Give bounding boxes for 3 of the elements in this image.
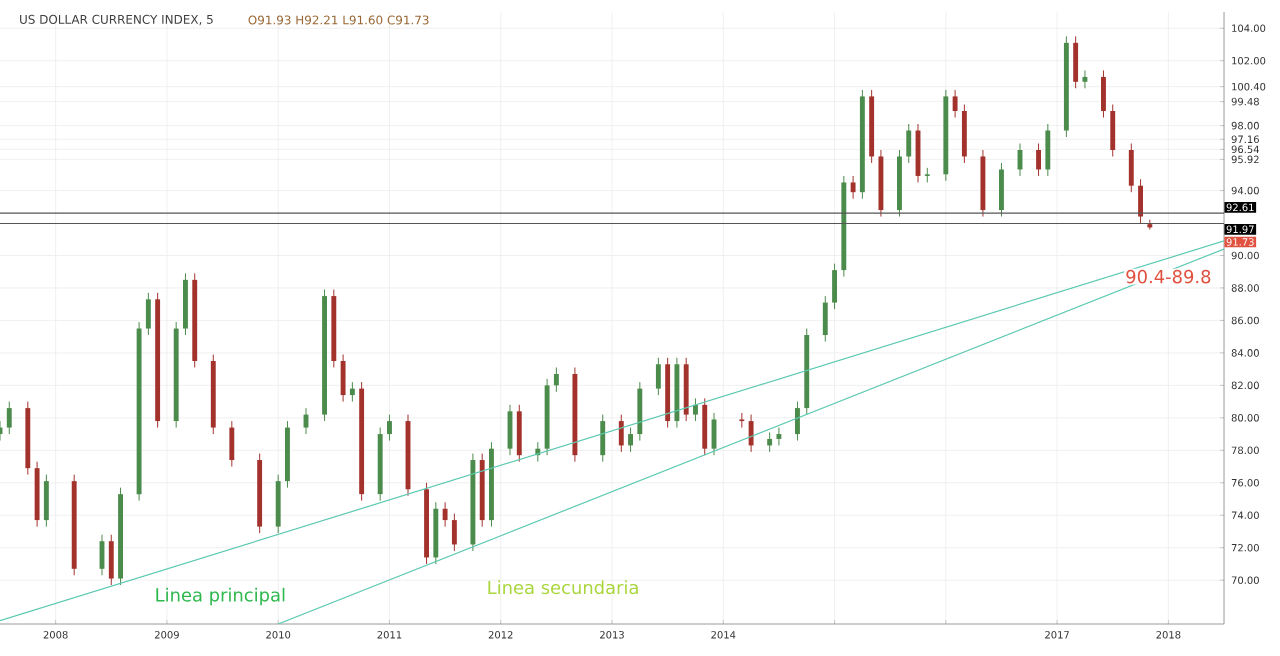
annotation: Linea secundaria bbox=[488, 580, 638, 595]
annotation: 90.4-89.8 bbox=[1126, 269, 1211, 284]
annotation: Linea principal bbox=[156, 587, 285, 606]
